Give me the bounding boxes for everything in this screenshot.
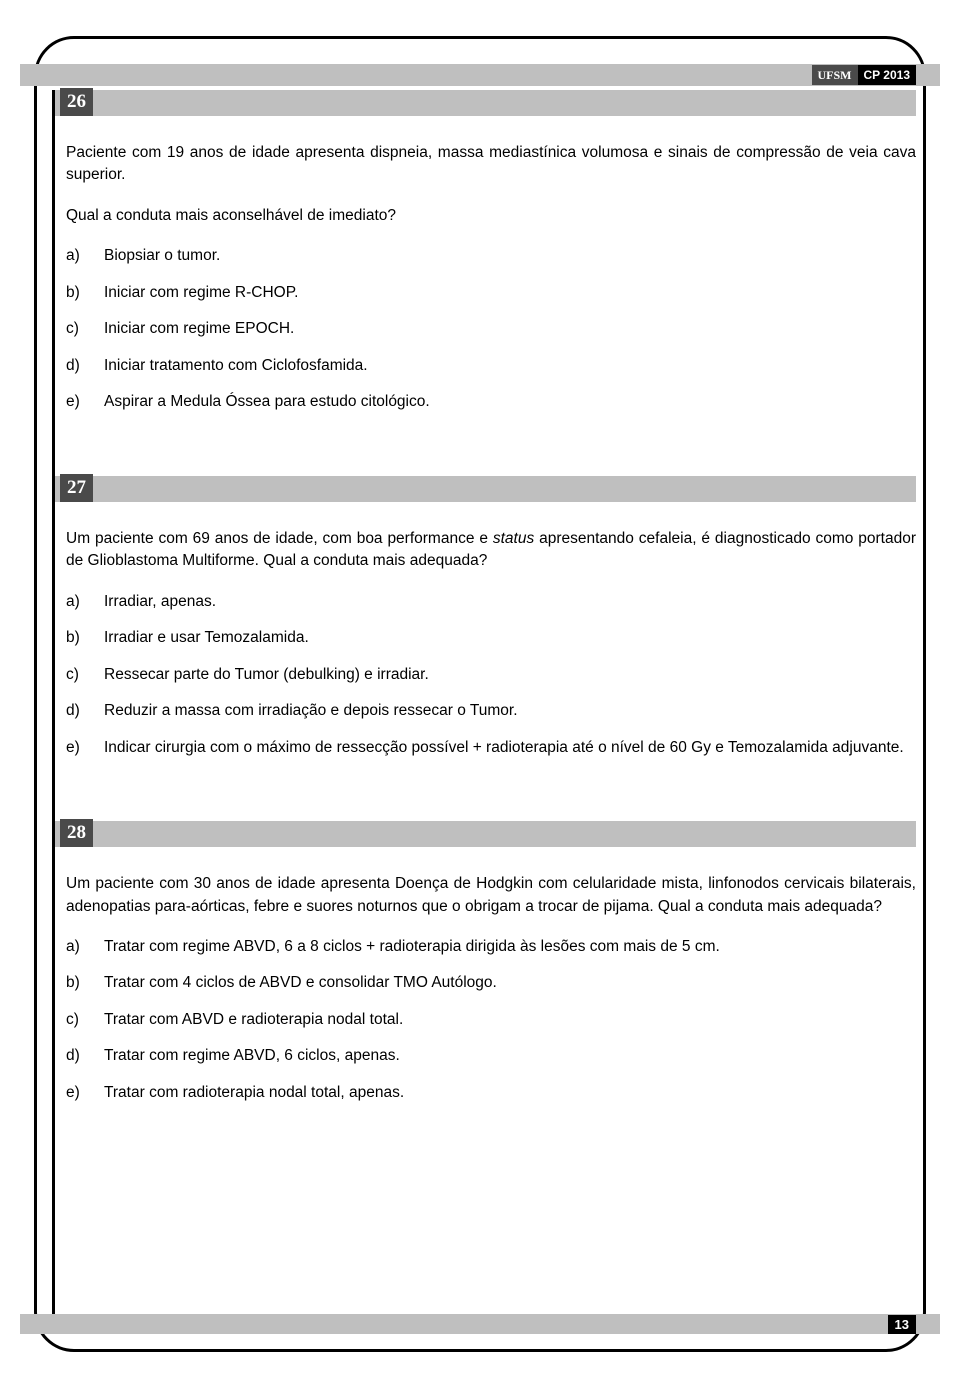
option-c: c) Ressecar parte do Tumor (debulking) e… xyxy=(66,664,916,686)
option-c: c) Tratar com ABVD e radioterapia nodal … xyxy=(66,1009,916,1031)
option-b: b) Iniciar com regime R-CHOP. xyxy=(66,282,916,304)
option-e: e) Aspirar a Medula Óssea para estudo ci… xyxy=(66,391,916,413)
option-letter: a) xyxy=(66,245,104,267)
option-letter: a) xyxy=(66,591,104,613)
question-number: 27 xyxy=(60,474,93,502)
option-text: Irradiar e usar Temozalamida. xyxy=(104,627,916,649)
question-number: 26 xyxy=(60,88,93,116)
option-text: Biopsiar o tumor. xyxy=(104,245,916,267)
option-d: d) Iniciar tratamento com Ciclofosfamida… xyxy=(66,355,916,377)
option-letter: a) xyxy=(66,936,104,958)
option-letter: e) xyxy=(66,1082,104,1104)
options-list: a) Biopsiar o tumor. b) Iniciar com regi… xyxy=(66,245,916,413)
header-band xyxy=(20,64,940,86)
option-letter: b) xyxy=(66,282,104,304)
content-area: 26 Paciente com 19 anos de idade apresen… xyxy=(52,90,916,1318)
header-ufsm-label: UFSM xyxy=(812,65,858,85)
option-letter: b) xyxy=(66,627,104,649)
option-letter: d) xyxy=(66,1045,104,1067)
header-cp-label: CP 2013 xyxy=(858,65,916,85)
option-e: e) Tratar com radioterapia nodal total, … xyxy=(66,1082,916,1104)
option-c: c) Iniciar com regime EPOCH. xyxy=(66,318,916,340)
question-number-band: 27 xyxy=(55,476,916,502)
option-letter: e) xyxy=(66,391,104,413)
option-b: b) Irradiar e usar Temozalamida. xyxy=(66,627,916,649)
option-letter: b) xyxy=(66,972,104,994)
option-text: Tratar com regime ABVD, 6 a 8 ciclos + r… xyxy=(104,936,916,958)
option-e: e) Indicar cirurgia com o máximo de ress… xyxy=(66,737,916,759)
option-d: d) Tratar com regime ABVD, 6 ciclos, ape… xyxy=(66,1045,916,1067)
option-text: Iniciar com regime R-CHOP. xyxy=(104,282,916,304)
option-b: b) Tratar com 4 ciclos de ABVD e consoli… xyxy=(66,972,916,994)
page-number: 13 xyxy=(888,1315,916,1334)
page-number-band xyxy=(20,1314,940,1334)
option-text: Tratar com radioterapia nodal total, ape… xyxy=(104,1082,916,1104)
option-text: Reduzir a massa com irradiação e depois … xyxy=(104,700,916,722)
option-a: a) Irradiar, apenas. xyxy=(66,591,916,613)
option-text: Tratar com ABVD e radioterapia nodal tot… xyxy=(104,1009,916,1031)
options-list: a) Tratar com regime ABVD, 6 a 8 ciclos … xyxy=(66,936,916,1104)
option-letter: c) xyxy=(66,664,104,686)
option-text: Iniciar tratamento com Ciclofosfamida. xyxy=(104,355,916,377)
question-prompt: Paciente com 19 anos de idade apresenta … xyxy=(66,142,916,187)
option-letter: d) xyxy=(66,355,104,377)
option-a: a) Tratar com regime ABVD, 6 a 8 ciclos … xyxy=(66,936,916,958)
question-number: 28 xyxy=(60,819,93,847)
option-text: Irradiar, apenas. xyxy=(104,591,916,613)
question-number-band: 26 xyxy=(55,90,916,116)
option-text: Indicar cirurgia com o máximo de ressecç… xyxy=(104,737,916,759)
option-d: d) Reduzir a massa com irradiação e depo… xyxy=(66,700,916,722)
option-a: a) Biopsiar o tumor. xyxy=(66,245,916,267)
question-prompt: Um paciente com 69 anos de idade, com bo… xyxy=(66,528,916,573)
options-list: a) Irradiar, apenas. b) Irradiar e usar … xyxy=(66,591,916,759)
option-text: Tratar com regime ABVD, 6 ciclos, apenas… xyxy=(104,1045,916,1067)
option-text: Aspirar a Medula Óssea para estudo citol… xyxy=(104,391,916,413)
question-number-band: 28 xyxy=(55,821,916,847)
option-text: Tratar com 4 ciclos de ABVD e consolidar… xyxy=(104,972,916,994)
question-prompt: Um paciente com 30 anos de idade apresen… xyxy=(66,873,916,918)
option-text: Ressecar parte do Tumor (debulking) e ir… xyxy=(104,664,916,686)
header-tag: UFSM CP 2013 xyxy=(812,65,916,85)
option-letter: c) xyxy=(66,318,104,340)
option-letter: c) xyxy=(66,1009,104,1031)
question-prompt: Qual a conduta mais aconselhável de imed… xyxy=(66,205,916,227)
option-text: Iniciar com regime EPOCH. xyxy=(104,318,916,340)
option-letter: e) xyxy=(66,737,104,759)
option-letter: d) xyxy=(66,700,104,722)
